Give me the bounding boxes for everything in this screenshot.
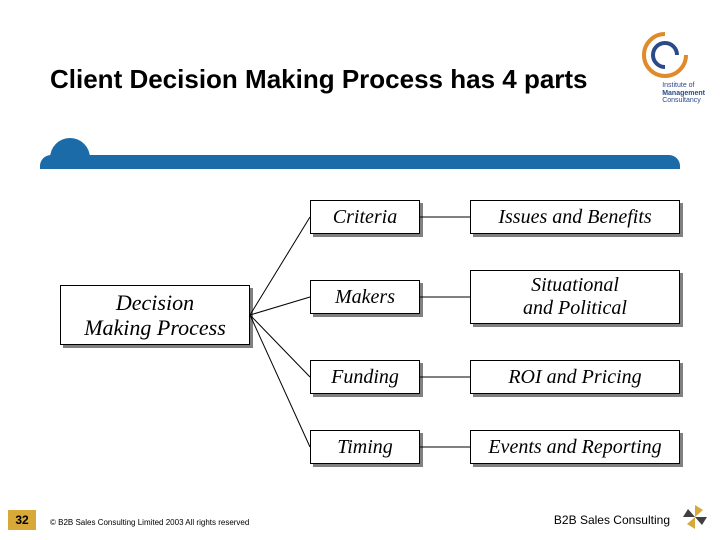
footer-icon [682,504,708,530]
pinwheel-icon [682,504,708,530]
logo-text-line: Consultancy [662,97,705,105]
slide-number: 32 [8,510,36,530]
diagram-area: Decision Making Process Criteria Makers … [0,180,720,490]
connector-lines [0,180,720,490]
footer-brand: B2B Sales Consulting [554,513,670,527]
logo-caption: Institute of Management Consultancy [662,82,705,105]
brand-logo [640,30,690,80]
slide-title: Client Decision Making Process has 4 par… [50,65,610,95]
slide: Client Decision Making Process has 4 par… [0,0,720,540]
logo-text-line: Institute of [662,82,705,90]
swirl-icon [640,30,690,80]
copyright-text: © B2B Sales Consulting Limited 2003 All … [50,518,249,527]
logo-text-line: Management [662,90,705,98]
footer: 32 © B2B Sales Consulting Limited 2003 A… [0,506,720,530]
